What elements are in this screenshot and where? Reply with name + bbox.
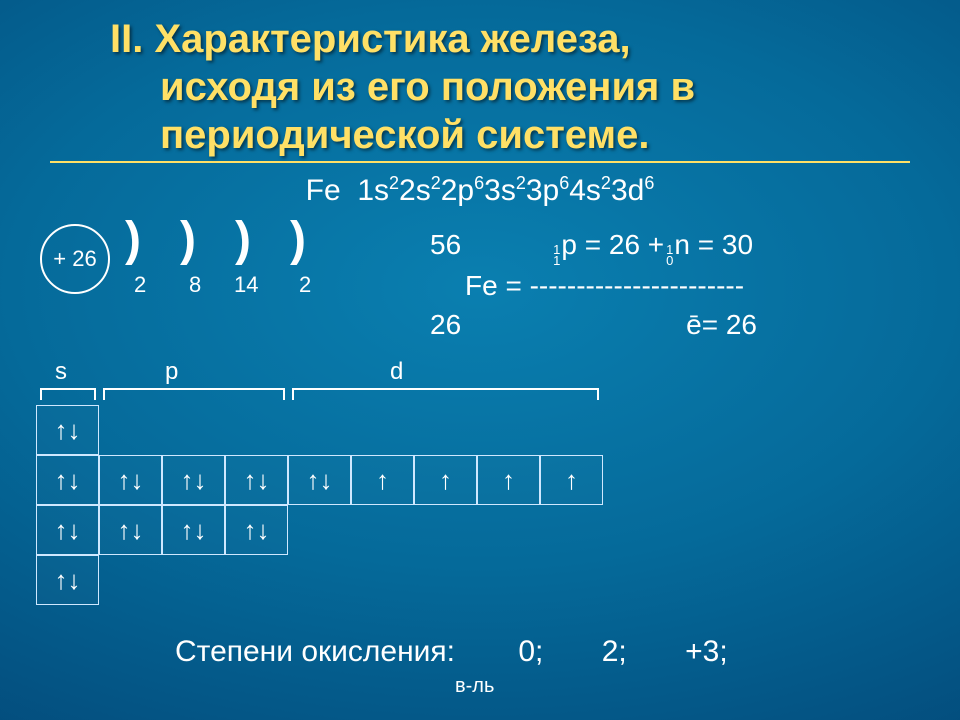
p-label: p [165,358,178,386]
econf-part: 2p6 [441,174,484,207]
oxidation-note: в-ль [455,675,494,698]
electron-eq: ē= 26 [686,305,757,344]
title-line3: периодической системе. [110,113,649,157]
d-label: d [390,358,403,386]
orbital-row: ↑↓ [36,555,603,605]
proton-eq: p = 26 + [561,225,664,264]
orbital-cell: ↑ [540,455,603,505]
shell-diagram: + 26 )2)8)14)2 56 11 p = 26 + 10 n = 30 … [30,230,930,300]
shell-count: 2 [134,272,146,298]
orbital-table: ↑↓↑↓↑↓↑↓↑↓↑↓↑↑↑↑↑↓↑↓↑↓↑↓↑↓ [36,405,603,605]
slide-title: II. Характеристика железа, исходя из его… [0,0,960,159]
oxid-v0: 0; [518,635,543,668]
shell-paren: ) [235,212,251,267]
element-symbol: Fe [306,174,341,207]
econf-part: 3s2 [484,174,526,207]
shell-count: 8 [189,272,201,298]
title-line1: II. Характеристика железа, [110,17,631,61]
mass-number: 56 [430,225,461,264]
orbital-cell: ↑↓ [36,505,99,555]
orbital-row: ↑↓↑↓↑↓↑↓ [36,505,603,555]
orbital-cell: ↑ [351,455,414,505]
shell-count: 14 [234,272,258,298]
orbital-cell: ↑↓ [162,455,225,505]
orbital-row: ↑↓↑↓↑↓↑↓↑↓↑↑↑↑ [36,455,603,505]
proton-annot: 11 [553,244,560,266]
orbital-cell: ↑↓ [99,455,162,505]
electron-configuration: Fe 1s22s22p63s23p64s23d6 [0,173,960,208]
atomic-number: 26 [430,305,461,344]
nucleus-circle: + 26 [40,224,110,294]
mass-block: 56 11 p = 26 + 10 n = 30 Fe = ----------… [430,225,757,344]
orbital-cell: ↑ [414,455,477,505]
econf-part: 1s2 [357,174,399,207]
orbital-cell: ↑ [477,455,540,505]
orbital-bracket [40,388,96,390]
shell-count: 2 [299,272,311,298]
orbital-cell: ↑↓ [225,455,288,505]
orbital-cell: ↑↓ [99,505,162,555]
title-line2: исходя из его положения в [110,63,920,111]
orbital-cell: ↑↓ [225,505,288,555]
orbital-cell: ↑↓ [36,555,99,605]
orbital-cell: ↑↓ [288,455,351,505]
shell-paren: ) [125,212,141,267]
title-underline [50,161,910,163]
econf-part: 3p6 [526,174,569,207]
shell-paren: ) [180,212,196,267]
orbital-cell: ↑↓ [162,505,225,555]
orbital-bracket [292,388,599,390]
neutron-annot: 10 [666,244,673,266]
oxidation-label: Степени окисления: [175,635,455,668]
fe-dash-line: Fe = ----------------------- [430,266,757,305]
oxidation-states: Степени окисления: 0; 2; +3; [175,635,753,669]
shell-paren: ) [290,212,306,267]
oxid-v1: 2; [602,635,627,668]
econf-part: 2s2 [399,174,441,207]
nucleus-charge: + 26 [53,246,96,272]
oxid-v2: +3; [685,635,728,668]
s-label: s [55,358,67,386]
econf-part: 4s2 [569,174,611,207]
orbital-cell: ↑↓ [36,455,99,505]
econf-part: 3d6 [611,174,654,207]
neutron-eq: n = 30 [674,225,753,264]
orbital-row: ↑↓ [36,405,603,455]
orbital-bracket [103,388,285,390]
orbital-cell: ↑↓ [36,405,99,455]
